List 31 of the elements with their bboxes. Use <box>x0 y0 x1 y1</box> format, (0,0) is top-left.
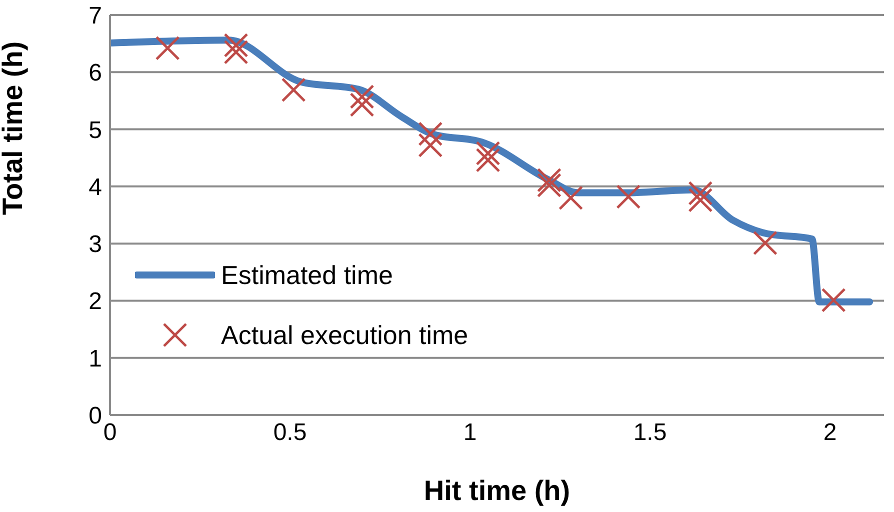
point <box>350 84 374 109</box>
point <box>616 184 641 209</box>
y-tick-label: 7 <box>88 2 102 30</box>
legend-label: Actual execution time <box>221 320 468 350</box>
x-tick-label: 0.5 <box>273 419 307 446</box>
y-tick-label: 4 <box>88 174 102 201</box>
point <box>536 173 562 198</box>
point <box>281 78 306 102</box>
point <box>688 188 713 212</box>
x-tick-label: 1.5 <box>633 419 667 446</box>
point <box>418 133 443 158</box>
point <box>476 141 500 166</box>
point <box>688 181 713 206</box>
y-tick-label: 3 <box>88 231 102 258</box>
y-tick-label: 2 <box>88 288 102 316</box>
y-tick-label: 1 <box>88 345 102 372</box>
point <box>821 288 846 312</box>
point <box>350 92 374 117</box>
point <box>224 40 248 64</box>
point <box>752 230 778 256</box>
point <box>155 36 180 60</box>
y-tick-label: 5 <box>88 116 102 144</box>
point <box>224 33 248 58</box>
y-axis-title: Total time (h) <box>0 41 28 215</box>
y-tick-label: 6 <box>88 60 102 87</box>
x-tick-label: 2 <box>823 419 837 446</box>
point <box>476 148 500 172</box>
x-axis-title: Hit time (h) <box>424 475 570 506</box>
x-tick-label: 1 <box>463 419 477 446</box>
point <box>558 186 584 210</box>
legend-label: Estimated time <box>221 260 393 290</box>
